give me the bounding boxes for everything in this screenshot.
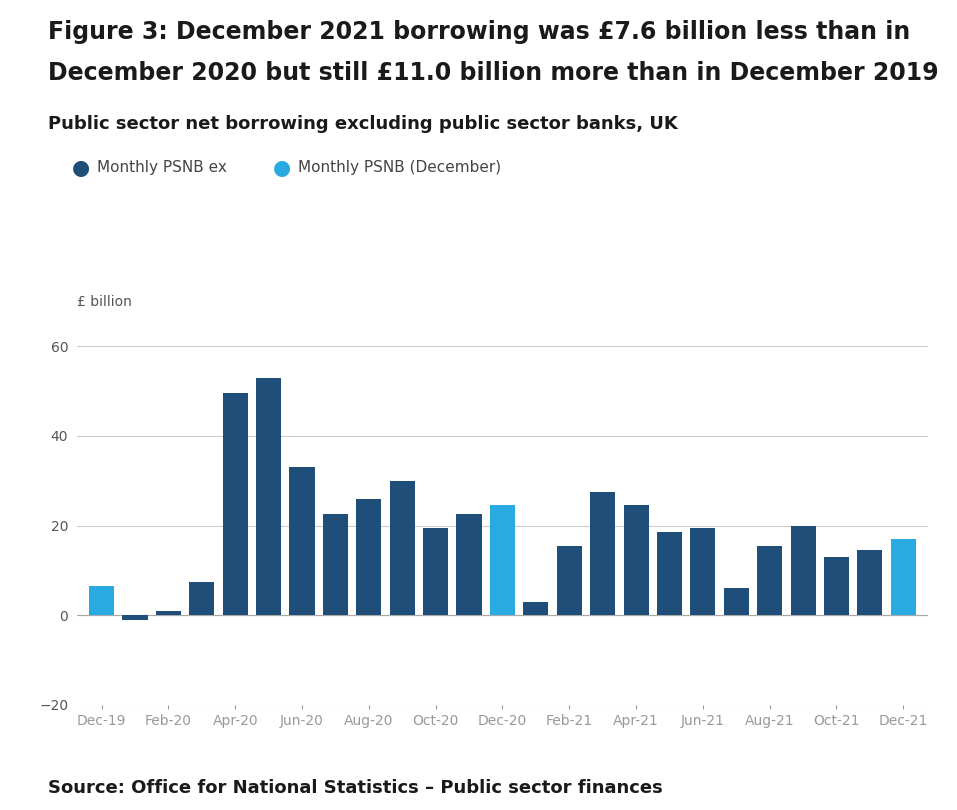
Text: Monthly PSNB ex: Monthly PSNB ex (97, 160, 227, 175)
Bar (891, 539, 916, 615)
Bar (657, 532, 682, 615)
Bar (456, 514, 481, 615)
Bar (790, 526, 815, 615)
Bar (156, 611, 181, 615)
Bar (824, 557, 849, 615)
Bar (624, 505, 649, 615)
Bar (557, 546, 582, 615)
Text: December 2020 but still £11.0 billion more than in December 2019: December 2020 but still £11.0 billion mo… (48, 61, 939, 85)
Bar (423, 528, 448, 615)
Bar (256, 377, 281, 615)
Bar (89, 586, 114, 615)
Bar (323, 514, 348, 615)
Text: £ billion: £ billion (77, 295, 131, 309)
Bar (189, 582, 214, 615)
Text: Figure 3: December 2021 borrowing was £7.6 billion less than in: Figure 3: December 2021 borrowing was £7… (48, 20, 910, 45)
Text: Source: Office for National Statistics – Public sector finances: Source: Office for National Statistics –… (48, 779, 662, 797)
Text: Public sector net borrowing excluding public sector banks, UK: Public sector net borrowing excluding pu… (48, 115, 678, 133)
Text: ●: ● (273, 158, 291, 178)
Bar (757, 546, 782, 615)
Bar (490, 505, 515, 615)
Bar (389, 481, 414, 615)
Text: Monthly PSNB (December): Monthly PSNB (December) (298, 160, 501, 175)
Bar (723, 588, 748, 615)
Bar (223, 394, 248, 615)
Text: ●: ● (72, 158, 90, 178)
Bar (356, 499, 381, 615)
Bar (122, 615, 147, 620)
Bar (590, 492, 615, 615)
Bar (523, 602, 548, 615)
Bar (290, 467, 315, 615)
Bar (690, 528, 716, 615)
Bar (857, 550, 882, 615)
